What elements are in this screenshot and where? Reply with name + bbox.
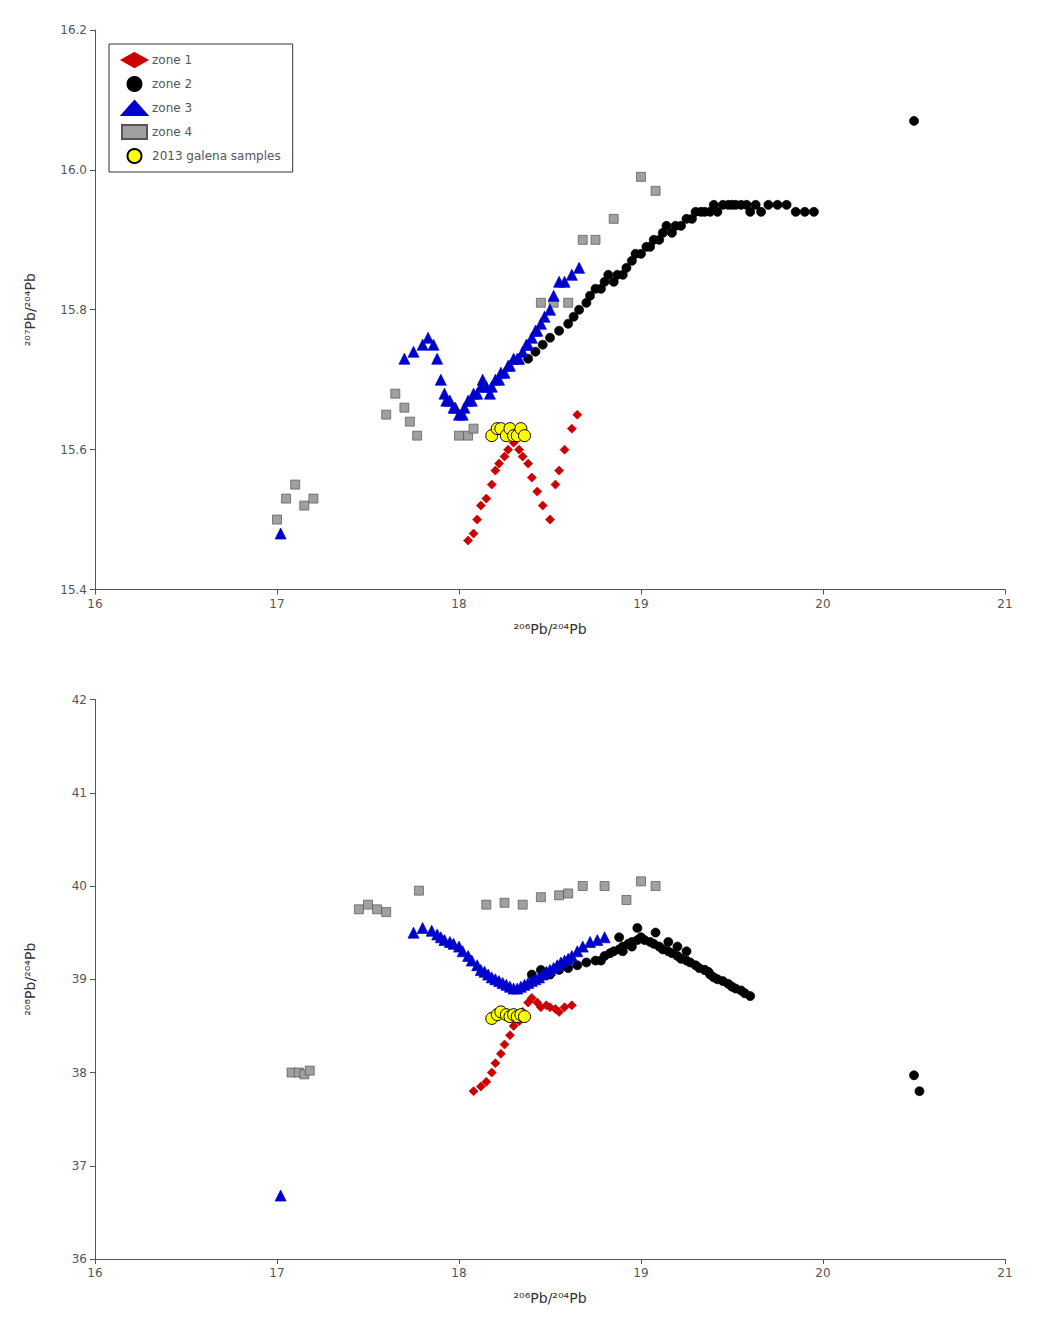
svg-text:17: 17: [269, 1266, 284, 1280]
svg-text:42: 42: [72, 693, 87, 707]
svg-text:15.8: 15.8: [60, 303, 87, 317]
svg-text:19: 19: [633, 1266, 648, 1280]
svg-text:37: 37: [72, 1159, 87, 1173]
svg-text:21: 21: [997, 597, 1012, 611]
svg-text:²⁰⁶Pb/²⁰⁴Pb: ²⁰⁶Pb/²⁰⁴Pb: [513, 1290, 586, 1306]
svg-text:21: 21: [997, 1266, 1012, 1280]
svg-text:16.2: 16.2: [60, 23, 87, 37]
svg-text:2013 galena samples: 2013 galena samples: [152, 149, 281, 163]
svg-text:16: 16: [87, 1266, 102, 1280]
svg-text:zone 2: zone 2: [152, 77, 192, 91]
svg-text:zone 3: zone 3: [152, 101, 192, 115]
svg-text:18: 18: [451, 597, 466, 611]
svg-text:18: 18: [451, 1266, 466, 1280]
svg-text:17: 17: [269, 597, 284, 611]
svg-text:15.4: 15.4: [60, 583, 87, 597]
svg-text:16: 16: [87, 597, 102, 611]
svg-text:zone 1: zone 1: [152, 53, 192, 67]
svg-text:zone 4: zone 4: [152, 125, 192, 139]
svg-text:20: 20: [815, 1266, 830, 1280]
svg-text:40: 40: [72, 879, 87, 893]
svg-text:20: 20: [815, 597, 830, 611]
svg-text:41: 41: [72, 786, 87, 800]
svg-text:²⁰⁸Pb/²⁰⁴Pb: ²⁰⁸Pb/²⁰⁴Pb: [22, 943, 38, 1016]
svg-text:²⁰⁶Pb/²⁰⁴Pb: ²⁰⁶Pb/²⁰⁴Pb: [513, 621, 586, 637]
svg-text:16.0: 16.0: [60, 163, 87, 177]
svg-text:36: 36: [72, 1252, 87, 1266]
svg-text:19: 19: [633, 597, 648, 611]
svg-text:15.6: 15.6: [60, 443, 87, 457]
svg-text:39: 39: [72, 972, 87, 986]
svg-text:38: 38: [72, 1066, 87, 1080]
svg-text:²⁰⁷Pb/²⁰⁴Pb: ²⁰⁷Pb/²⁰⁴Pb: [22, 273, 38, 346]
